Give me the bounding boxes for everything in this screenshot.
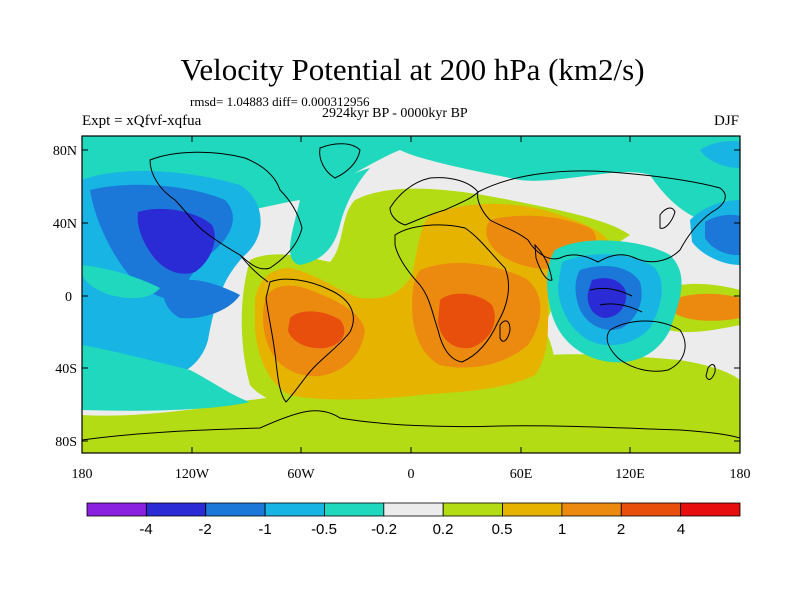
colorbar-label: 0.2 [433, 521, 454, 538]
field-cyan-atlantic [290, 168, 370, 265]
field-darkblue-pacific [137, 208, 215, 274]
coast-central-america [239, 254, 269, 283]
y-label-80n: 80N [53, 144, 77, 159]
field-orange-pacific [670, 293, 740, 321]
experiment-label: Expt = xQfvf-xqfua [82, 113, 202, 129]
field-lightblue-arctic [700, 140, 740, 168]
chart-title: Velocity Potential at 200 hPa (km2/s) [180, 52, 645, 87]
coast-india [534, 243, 553, 281]
field-darkblue-indonesia [587, 278, 627, 318]
colorbar-swatch [620, 502, 682, 517]
colorbar-swatch [324, 502, 385, 517]
colorbar-swatch [264, 502, 325, 517]
x-label-0: 0 [408, 467, 415, 482]
colorbar-swatch [561, 502, 622, 517]
y-axis-labels: 80N 40N 0 40S 80S [53, 144, 77, 450]
colorbar-label: 0.5 [492, 521, 513, 538]
x-label-120e: 120E [615, 467, 645, 482]
contour-field [82, 136, 740, 453]
x-label-60w: 60W [287, 467, 315, 482]
x-label-180e: 180 [730, 467, 751, 482]
y-label-40n: 40N [53, 217, 77, 232]
y-label-0: 0 [65, 290, 72, 305]
coast-indonesia [589, 287, 643, 313]
field-red-africa [438, 293, 495, 349]
coast-south-america [265, 278, 354, 403]
colorbar-swatch [86, 502, 147, 517]
coast-new-zealand [705, 364, 716, 380]
y-label-80s: 80S [55, 435, 77, 450]
colorbar-swatch [502, 502, 563, 517]
colorbar-swatch [680, 502, 741, 517]
colorbar-label: -0.5 [311, 521, 337, 538]
coastlines [82, 143, 740, 441]
colorbar-label: 1 [558, 521, 566, 538]
field-cyan-eq-pacific [82, 265, 160, 299]
period-text: 2924kyr BP - 0000kyr BP [322, 106, 468, 121]
x-label-120w: 120W [175, 467, 210, 482]
field-cyan-north [82, 136, 740, 240]
colorbar: -4 -2 -1 -0.5 -0.2 0.2 0.5 1 2 4 [86, 502, 741, 538]
season-label: DJF [713, 113, 739, 129]
colorbar-boxes [86, 502, 741, 517]
colorbar-swatch [442, 502, 503, 517]
colorbar-swatch [383, 502, 444, 517]
colorbar-label: -1 [258, 521, 271, 538]
colorbar-label: -4 [139, 521, 152, 538]
field-cyan-south-pacific [82, 345, 250, 411]
field-blue-eq-pacific [163, 279, 240, 319]
stats-text: rmsd= 1.04883 diff= 0.000312956 [190, 94, 370, 109]
coast-greenland [319, 143, 361, 179]
colorbar-swatch [145, 502, 207, 517]
coast-africa [394, 224, 509, 363]
coast-asia [477, 170, 726, 263]
colorbar-swatch [205, 502, 266, 517]
x-axis-labels: 180 120W 60W 0 60E 120E 180 [72, 467, 751, 482]
coast-japan [659, 207, 676, 229]
coast-north-america [149, 151, 303, 270]
colorbar-label: -0.2 [371, 521, 397, 538]
coast-antarctica [82, 410, 740, 441]
colorbar-label: -2 [198, 521, 211, 538]
tick-marks [81, 136, 741, 453]
coast-australia [606, 320, 686, 372]
x-label-60e: 60E [510, 467, 533, 482]
coast-europe [389, 177, 479, 226]
x-label-180w: 180 [72, 467, 93, 482]
field-blue-nwpacific [705, 214, 740, 256]
colorbar-label: 2 [617, 521, 625, 538]
field-red-samerica [288, 311, 345, 349]
colorbar-label: 4 [677, 521, 685, 538]
colorbar-labels: -4 -2 -1 -0.5 -0.2 0.2 0.5 1 2 4 [139, 521, 685, 538]
coast-madagascar [499, 320, 511, 342]
y-label-40s: 40S [55, 362, 77, 377]
